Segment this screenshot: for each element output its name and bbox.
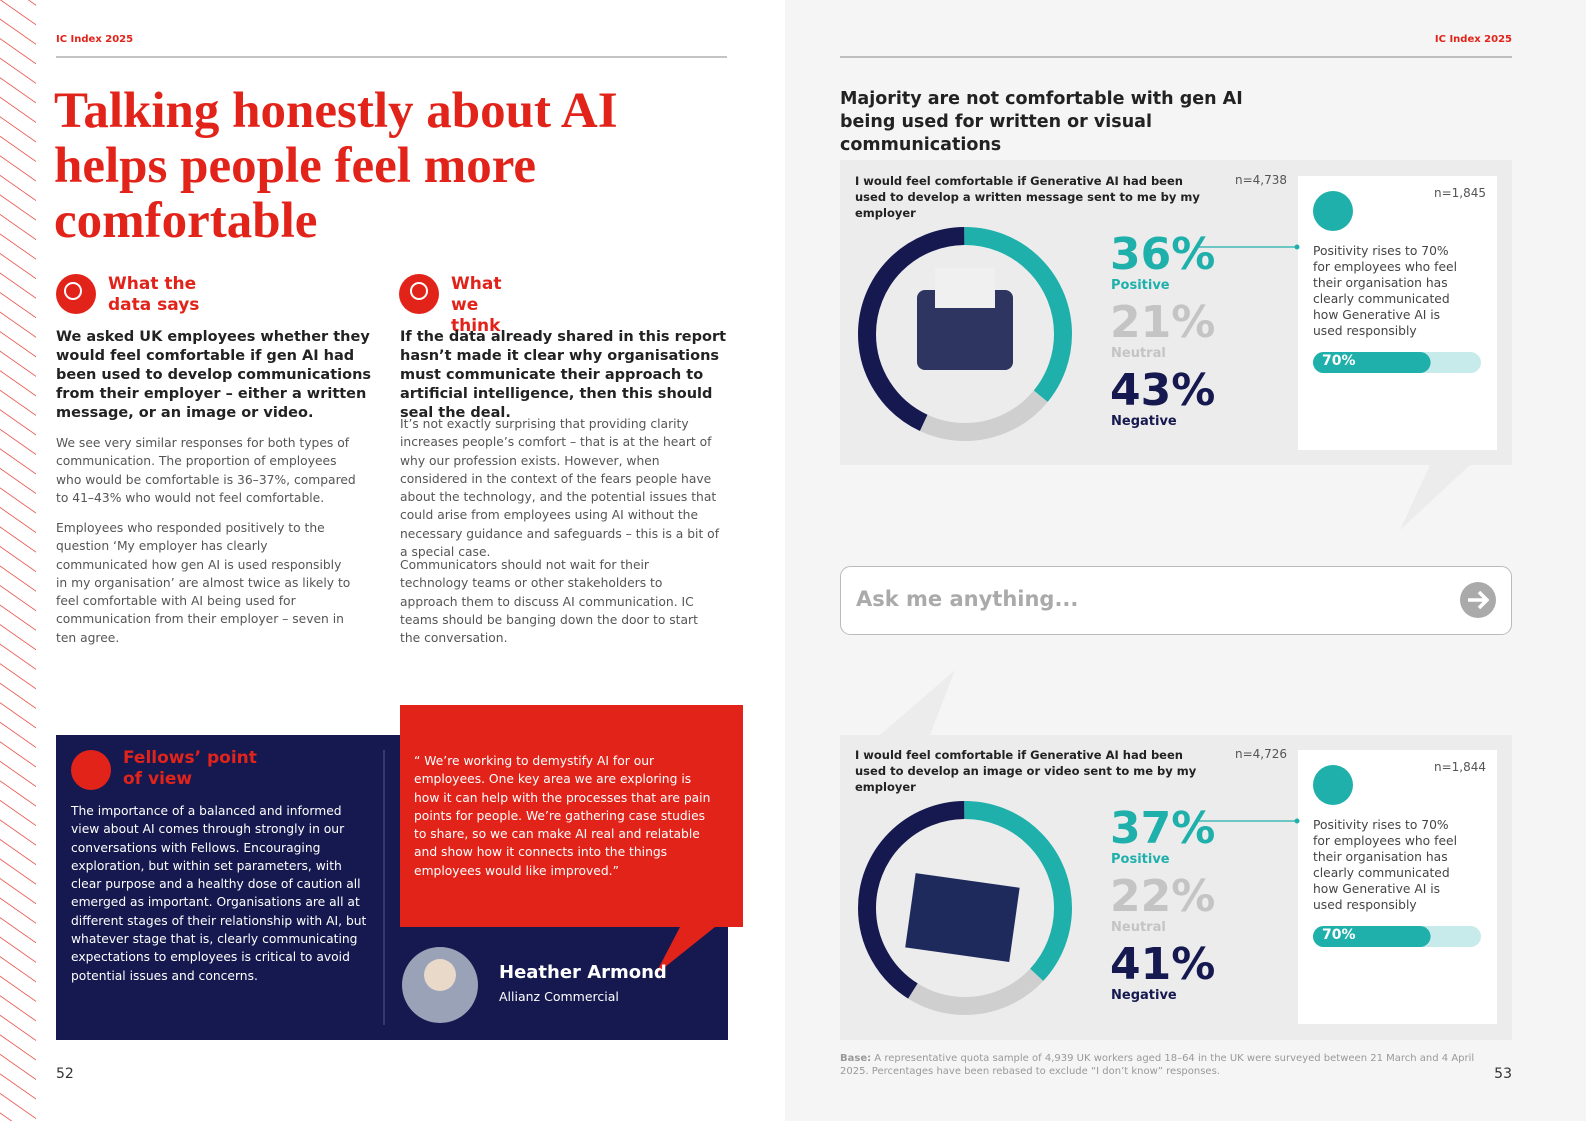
donut-segment: [858, 227, 1072, 441]
page-number: 52: [56, 1066, 74, 1082]
sample-size: n=4,726: [1235, 747, 1288, 761]
category-label: Positive: [1111, 278, 1170, 293]
portrait-face: [424, 959, 456, 991]
quote-organisation: Allianz Commercial: [499, 989, 619, 1004]
value-label: 37%: [1110, 803, 1216, 854]
question: I would feel comfortable if Generative A…: [855, 174, 1200, 220]
quote-name: Heather Armond: [499, 962, 667, 983]
base-label: Base:: [840, 1053, 872, 1064]
value-label: 43%: [1110, 365, 1216, 416]
base-text: A representative quota sample of 4,939 U…: [840, 1053, 1475, 1077]
search-box[interactable]: [840, 566, 1512, 635]
quote-tail: [655, 927, 715, 975]
lead: If the data already shared in this repor…: [400, 329, 727, 421]
value-label: 21%: [1110, 297, 1216, 348]
quote: “ We’re working to demystify AI for our …: [414, 754, 711, 878]
bulb: [410, 282, 428, 300]
note: Positivity rises to 70% for employees wh…: [1313, 244, 1457, 338]
donut-segment: [858, 227, 1072, 441]
section-heading: Fellows’ point of view: [123, 748, 257, 789]
search-placeholder[interactable]: Ask me anything...: [856, 587, 1079, 611]
base-note: Base: A representative quota sample of 4…: [840, 1052, 1480, 1078]
quote-box: [400, 705, 743, 927]
lead: We asked UK employees whether they would…: [56, 329, 372, 421]
donut-segment: [858, 801, 1072, 1015]
category-label: Negative: [1111, 988, 1177, 1003]
note-icon: [1313, 191, 1353, 231]
note: Positivity rises to 70% for employees wh…: [1313, 818, 1457, 912]
paper: [935, 268, 995, 308]
category-label: Negative: [1111, 414, 1177, 429]
section-heading: What we think: [451, 274, 502, 336]
bar-label: 70%: [1322, 927, 1356, 943]
value-label: 22%: [1110, 871, 1216, 922]
category-label: Neutral: [1111, 346, 1166, 361]
section-heading: What the data says: [108, 274, 200, 315]
think-icon: [399, 274, 439, 314]
bar: [1313, 926, 1431, 947]
bar: [1313, 352, 1431, 373]
sample-size: n=4,738: [1235, 173, 1288, 187]
clapperboard: [905, 873, 1020, 963]
category-label: Positive: [1111, 852, 1170, 867]
connector-dot: [1294, 244, 1300, 250]
sample-size: n=1,844: [1434, 760, 1487, 774]
bubble-tail: [1400, 465, 1470, 530]
bar-label: 70%: [1322, 353, 1356, 369]
note-icon: [1313, 765, 1353, 805]
paragraph: We see very similar responses for both t…: [56, 436, 356, 505]
bubble-tail: [880, 670, 955, 735]
running-header: IC Index 2025: [56, 34, 134, 45]
paragraph: The importance of a balanced and informe…: [71, 804, 367, 983]
data-icon: [56, 274, 96, 314]
page-number: 53: [1494, 1066, 1512, 1082]
running-header: IC Index 2025: [1434, 34, 1512, 45]
paragraph: It’s not exactly surprising that providi…: [400, 417, 720, 560]
send-arrow: [1468, 590, 1490, 610]
chart-title: Majority are not comfortable with gen AI…: [840, 89, 1243, 155]
donut-segment: [858, 801, 1072, 1015]
magnifier: [64, 282, 82, 300]
value-label: 41%: [1110, 939, 1216, 990]
connector-dot: [1294, 818, 1300, 824]
paragraph: Employees who responded positively to th…: [56, 521, 351, 645]
typewriter: [917, 290, 1013, 370]
page-title: Talking honestly about AI helps people f…: [54, 83, 618, 249]
category-label: Neutral: [1111, 920, 1166, 935]
fellows-icon: [71, 750, 111, 790]
paragraph: Communicators should not wait for their …: [400, 558, 698, 646]
sample-size: n=1,845: [1434, 186, 1487, 200]
question: I would feel comfortable if Generative A…: [855, 748, 1197, 794]
stripes: [0, 0, 36, 1121]
value-label: 36%: [1110, 229, 1216, 280]
